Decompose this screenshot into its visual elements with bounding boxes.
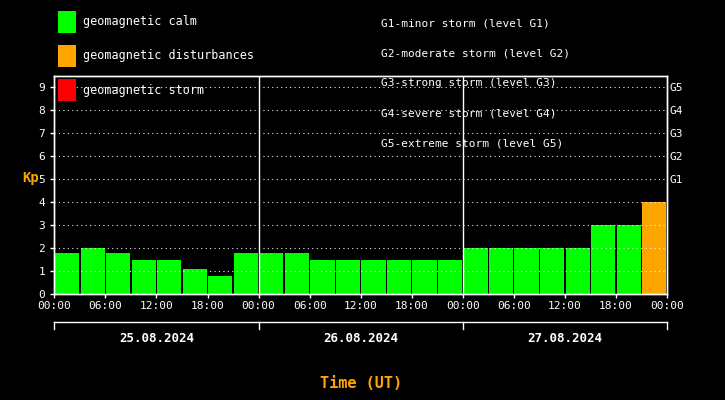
Bar (566, 248, 589, 294)
Bar (591, 225, 616, 294)
Bar (310, 260, 334, 294)
Text: geomagnetic disturbances: geomagnetic disturbances (83, 50, 254, 62)
Text: geomagnetic calm: geomagnetic calm (83, 16, 197, 28)
Bar (208, 276, 233, 294)
Text: G2-moderate storm (level G2): G2-moderate storm (level G2) (381, 48, 570, 58)
Text: G1-minor storm (level G1): G1-minor storm (level G1) (381, 18, 550, 28)
Bar (413, 260, 436, 294)
Bar (106, 253, 130, 294)
Text: 26.08.2024: 26.08.2024 (323, 332, 398, 344)
Bar (361, 260, 386, 294)
Bar (132, 260, 156, 294)
Bar (336, 260, 360, 294)
Bar (260, 253, 283, 294)
Bar (515, 248, 539, 294)
Bar (540, 248, 564, 294)
Bar (438, 260, 462, 294)
Bar (285, 253, 309, 294)
Y-axis label: Kp: Kp (22, 171, 38, 185)
Bar (80, 248, 105, 294)
Text: geomagnetic storm: geomagnetic storm (83, 84, 204, 96)
Bar (616, 225, 641, 294)
Text: G3-strong storm (level G3): G3-strong storm (level G3) (381, 78, 556, 88)
Bar (387, 260, 411, 294)
Bar (55, 253, 79, 294)
Text: G5-extreme storm (level G5): G5-extreme storm (level G5) (381, 138, 563, 148)
Bar (157, 260, 181, 294)
Bar (183, 269, 207, 294)
Bar (642, 202, 666, 294)
Bar (463, 248, 488, 294)
Text: Time (UT): Time (UT) (320, 376, 402, 392)
Text: 25.08.2024: 25.08.2024 (119, 332, 194, 344)
Text: 27.08.2024: 27.08.2024 (527, 332, 602, 344)
Bar (233, 253, 258, 294)
Text: G4-severe storm (level G4): G4-severe storm (level G4) (381, 108, 556, 118)
Bar (489, 248, 513, 294)
